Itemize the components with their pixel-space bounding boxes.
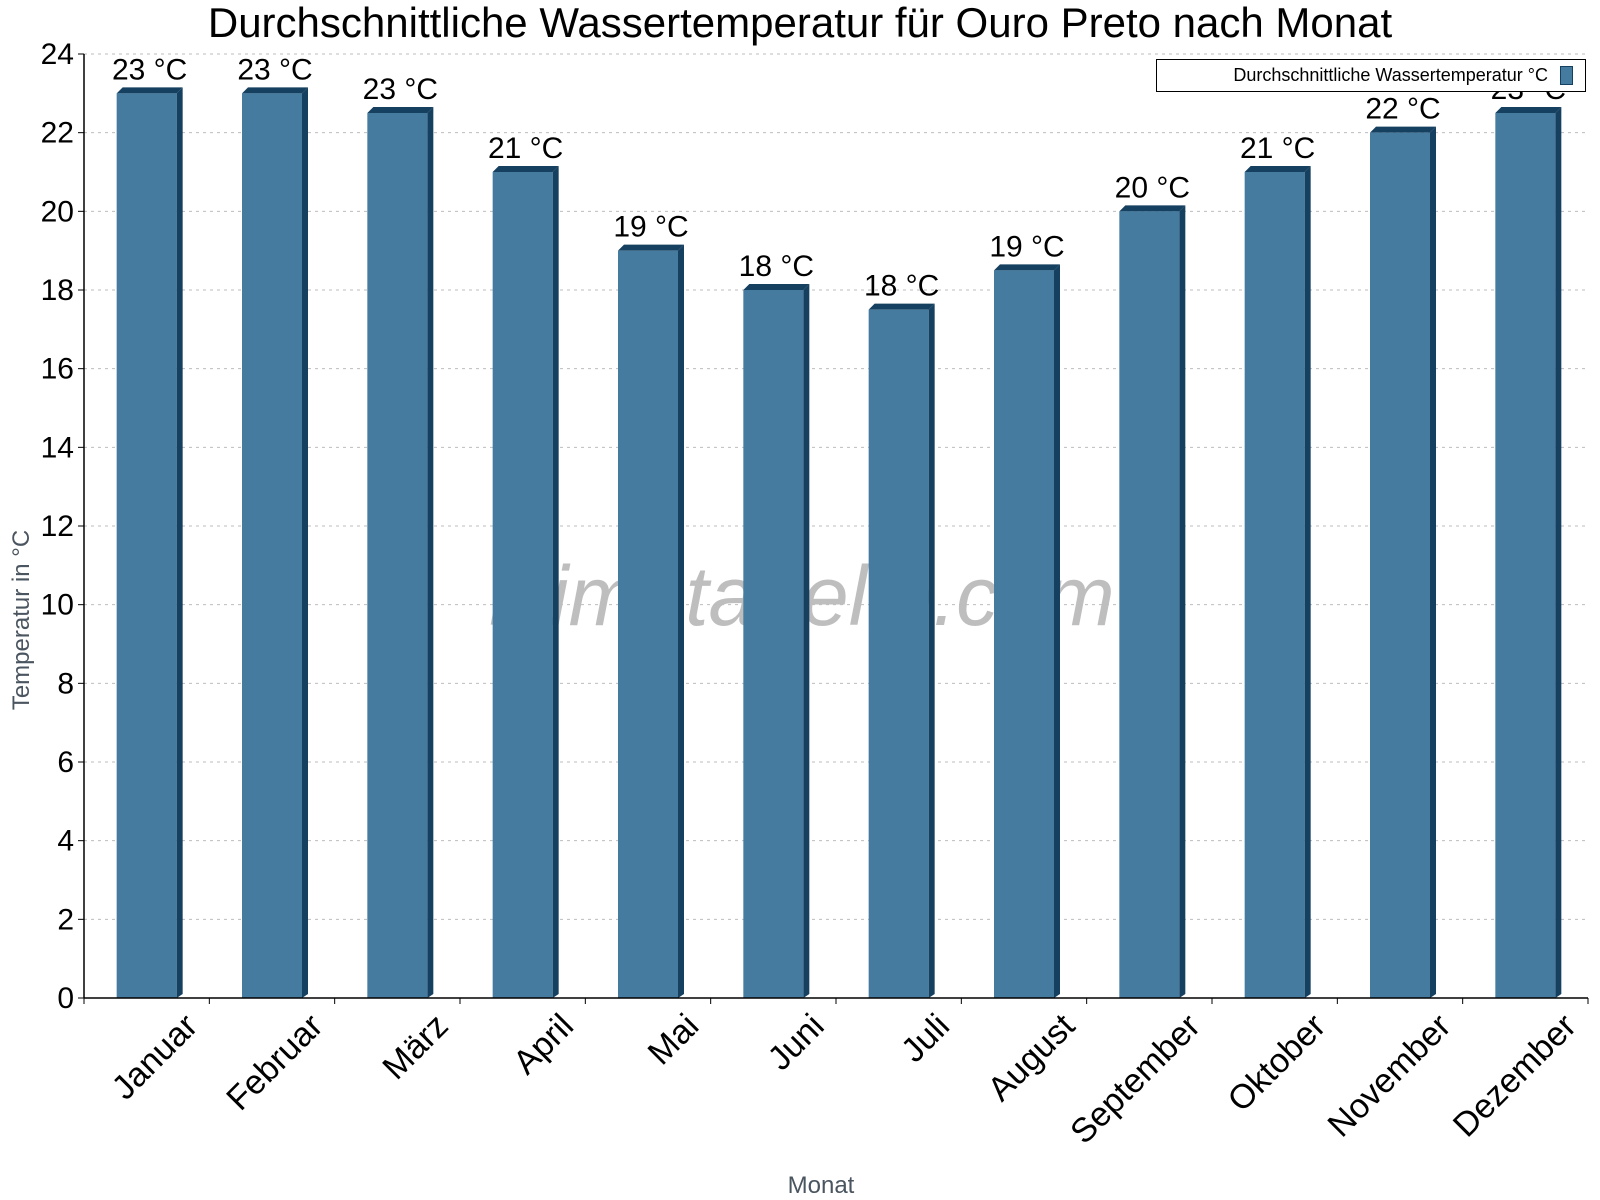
bar-side (1555, 107, 1562, 998)
bar (1370, 132, 1430, 998)
bar-value-label: 18 °C (739, 250, 814, 283)
bar-value-label: 22 °C (1365, 93, 1440, 126)
y-tick-label: 22 (41, 117, 74, 150)
x-tick-label: April (506, 1007, 581, 1082)
x-tick-label: August (981, 1006, 1083, 1108)
bar-side (1179, 205, 1186, 999)
bar-top (367, 107, 434, 113)
bar-side (176, 87, 183, 999)
bar (1119, 211, 1180, 999)
bar-top (994, 264, 1060, 271)
bar-side (928, 303, 935, 999)
bar (743, 290, 804, 998)
chart-title: Durchschnittliche Wassertemperatur für O… (207, 0, 1393, 46)
y-tick-label: 16 (41, 353, 74, 386)
bar-side (1430, 126, 1436, 998)
bar-side (1054, 264, 1060, 998)
bar-value-label: 18 °C (864, 270, 939, 303)
bar-top (1244, 166, 1311, 172)
bar-side (678, 244, 684, 998)
x-tick-label: Februar (219, 1007, 330, 1118)
legend-swatch (1560, 66, 1573, 85)
bar (116, 93, 177, 999)
y-tick-label: 2 (57, 903, 74, 936)
bar-side (552, 166, 559, 998)
y-tick-label: 24 (41, 38, 74, 71)
y-tick-label: 10 (41, 589, 74, 622)
bar-value-label: 23 °C (237, 53, 312, 86)
bar-side (1304, 166, 1311, 998)
bar-value-label: 21 °C (1240, 132, 1315, 165)
bar-side (427, 107, 434, 998)
bar-side (803, 284, 810, 998)
bar-top (1370, 126, 1436, 133)
bar-side (302, 87, 308, 999)
bar (1495, 113, 1556, 998)
bar-top (743, 284, 810, 290)
bar (994, 270, 1054, 998)
x-tick-label: Juli (894, 1007, 957, 1070)
bar-value-label: 19 °C (989, 230, 1064, 263)
bar-value-label: 23 °C (112, 53, 187, 86)
bar-top (242, 87, 308, 94)
bar-value-label: 19 °C (613, 211, 688, 244)
bar (868, 309, 929, 999)
bar-top (116, 87, 183, 94)
bar-top (868, 303, 935, 310)
x-tick-label: Dezember (1446, 1007, 1584, 1145)
y-tick-label: 20 (41, 195, 74, 228)
legend: Durchschnittliche Wassertemperatur °C (1156, 59, 1586, 92)
bar (242, 93, 302, 999)
y-tick-label: 12 (41, 510, 74, 543)
y-tick-label: 4 (57, 825, 74, 858)
x-tick-label: September (1063, 1007, 1207, 1151)
x-tick-label: Mai (641, 1007, 707, 1073)
y-tick-label: 6 (57, 746, 74, 779)
bar-value-label: 21 °C (488, 132, 563, 165)
bar-top (1119, 205, 1186, 212)
bar (618, 250, 678, 998)
bar-value-label: 20 °C (1115, 171, 1190, 204)
bar (367, 113, 428, 998)
bar (1244, 172, 1305, 998)
y-tick-label: 0 (57, 982, 74, 1015)
y-tick-label: 18 (41, 274, 74, 307)
x-tick-label: März (375, 1007, 455, 1087)
legend-label: Durchschnittliche Wassertemperatur °C (1233, 65, 1548, 85)
bar (492, 172, 553, 998)
bar-top (1495, 107, 1562, 113)
x-tick-label: Oktober (1221, 1007, 1333, 1119)
x-axis-label: Monat (787, 1172, 855, 1199)
bar-top (492, 166, 559, 172)
bar-value-label: 23 °C (363, 73, 438, 106)
y-tick-label: 14 (41, 431, 74, 464)
x-tick-label: November (1321, 1007, 1459, 1145)
y-tick-label: 8 (57, 667, 74, 700)
x-tick-label: Juni (761, 1007, 832, 1078)
bar-top (618, 244, 684, 251)
x-tick-label: Januar (105, 1007, 205, 1107)
